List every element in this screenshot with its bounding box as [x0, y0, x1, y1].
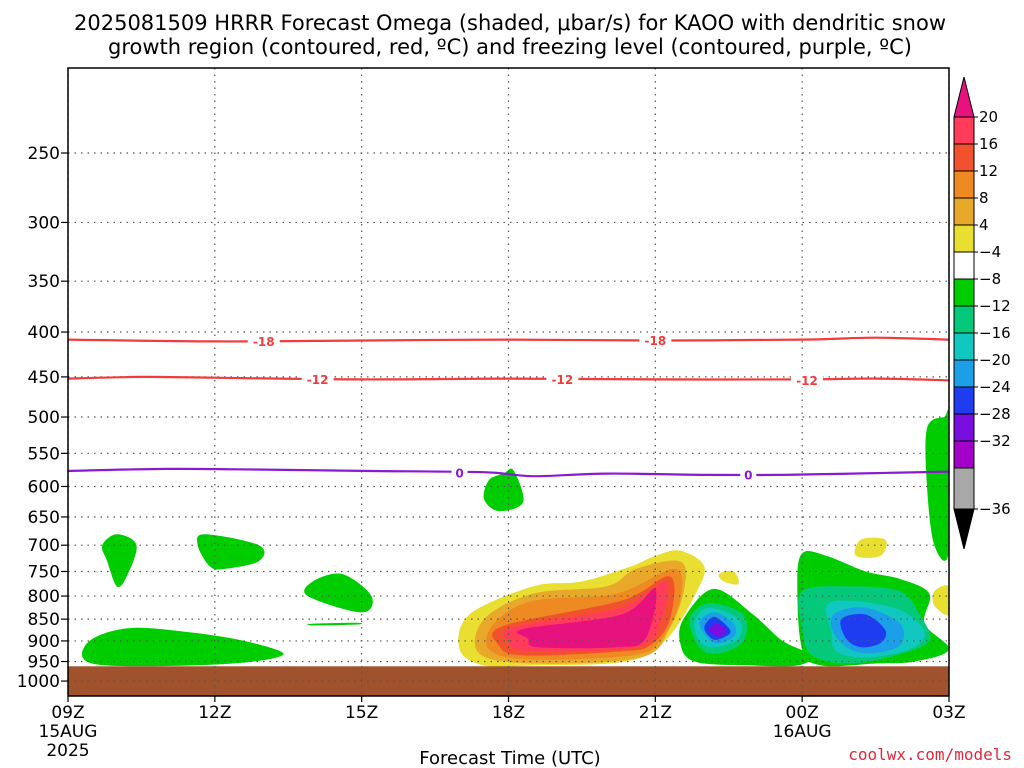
y-tick-label-500: 500 [28, 408, 60, 428]
y-tick-label-800: 800 [28, 587, 60, 607]
colorbar-segment-1 [953, 143, 975, 172]
y-tick-label-400: 400 [28, 323, 60, 343]
colorbar-segment-7 [953, 305, 975, 334]
colorbar-segment-13 [953, 467, 975, 510]
contour-label--12-2: -12 [796, 374, 818, 388]
y-tick-label-950: 950 [28, 653, 60, 673]
colorbar-tick-label-4: 4 [979, 216, 989, 234]
omega-region-6 [925, 409, 949, 561]
omega-region-8 [718, 570, 739, 585]
contour-label--12-0: -12 [307, 373, 329, 387]
contour-label-bg-0-1 [740, 467, 757, 482]
colorbar-tick-label-6: −8 [979, 270, 1001, 288]
y-tick-label-850: 850 [28, 610, 60, 630]
credit-text: coolwx.com/models [848, 745, 1012, 764]
omega-region-7 [854, 537, 887, 558]
contour-label-bg--18-0 [247, 334, 280, 349]
omega-region-3 [307, 622, 363, 626]
chart-title-line1: 2025081509 HRRR Forecast Omega (shaded, … [74, 11, 946, 35]
x-tick-label-21Z: 21Z [639, 703, 672, 723]
colorbar-tick-label-11: −28 [979, 405, 1011, 423]
contour-label-bg--12-2 [791, 373, 824, 388]
omega-region-2 [304, 573, 373, 613]
x-tick-label-00Z: 00Z [786, 703, 819, 723]
colorbar-tick-label-2: 12 [979, 162, 998, 180]
colorbar-segment-2 [953, 170, 975, 199]
x-axis-label: Forecast Time (UTC) [419, 748, 600, 768]
y-tick-label-350: 350 [28, 272, 60, 292]
x-tick-label-12Z: 12Z [198, 703, 231, 723]
colorbar-tick-label-9: −20 [979, 351, 1011, 369]
contour-label--18-0: -18 [253, 335, 275, 349]
contour-line--18-0 [67, 336, 950, 343]
y-tick-label-450: 450 [28, 368, 60, 388]
contour-line--12-1 [67, 375, 950, 382]
colorbar-tick-label-1: 16 [979, 135, 998, 153]
contour-label--18-1: -18 [644, 334, 666, 348]
omega-region-15 [516, 588, 657, 649]
colorbar-tick-label-3: 8 [979, 189, 989, 207]
colorbar-segment-6 [953, 278, 975, 307]
y-tick-label-1000: 1000 [17, 672, 60, 692]
x-tick-label-03Z: 03Z [932, 703, 965, 723]
y-tick-label-650: 650 [28, 508, 60, 528]
colorbar-segment-11 [953, 413, 975, 442]
contour-line-0-2 [67, 467, 950, 478]
colorbar-tick-label-13: −36 [979, 500, 1011, 518]
y-tick-label-550: 550 [28, 444, 60, 464]
colorbar-bottom-arrow [953, 508, 975, 550]
omega-shading [68, 409, 949, 696]
x-tick-label-15Z: 15Z [345, 703, 378, 723]
y-tick-label-600: 600 [28, 477, 60, 497]
omega-region-5 [81, 627, 284, 667]
y-tick-label-300: 300 [28, 213, 60, 233]
contour-label-bg--12-0 [301, 372, 334, 387]
colorbar-segment-8 [953, 332, 975, 361]
contour-label-0-1: 0 [744, 468, 752, 482]
colorbar-tick-label-5: −4 [979, 243, 1001, 261]
ground-surface [68, 666, 949, 696]
colorbar-segment-3 [953, 197, 975, 226]
colorbar-tick-label-8: −16 [979, 324, 1011, 342]
y-tick-label-250: 250 [28, 144, 60, 164]
colorbar-tick-label-12: −32 [979, 432, 1011, 450]
omega-region-4 [483, 468, 524, 512]
colorbar-tick-label-7: −12 [979, 297, 1011, 315]
contour-label-bg--18-1 [639, 333, 672, 348]
y-tick-label-700: 700 [28, 536, 60, 556]
colorbar-tick-label-0: 20 [979, 108, 998, 126]
omega-region-0 [101, 534, 137, 588]
omega-region-1 [196, 534, 265, 570]
contour-label-0-0: 0 [455, 466, 463, 480]
contour-label-bg-0-0 [451, 465, 468, 480]
x-tick-label-18Z: 18Z [492, 703, 525, 723]
x-tick-sublabel-09Z: 15AUG [39, 722, 98, 742]
axes: 2503003504004505005506006507007508008509… [17, 144, 966, 761]
x-tick-sublabel-00Z: 16AUG [773, 722, 832, 742]
contour-label-bg--12-1 [546, 372, 579, 387]
colorbar-segment-12 [953, 440, 975, 469]
x-tick-label-09Z: 09Z [51, 703, 84, 723]
y-tick-label-750: 750 [28, 562, 60, 582]
contour-label--12-1: -12 [551, 373, 573, 387]
colorbar: 20 16 12 8 4 −4 −8 −12 −16 −20 −24 −28 −32 −36 [953, 76, 1011, 550]
colorbar-segment-5 [953, 251, 975, 280]
omega-region-26 [840, 613, 887, 648]
omega-region-9 [932, 585, 949, 616]
temperature-contours: -18 -18 -12 -12 -12 0 0 [67, 333, 950, 482]
colorbar-segment-10 [953, 386, 975, 415]
x-tick-year-09Z: 2025 [46, 741, 89, 761]
colorbar-segment-9 [953, 359, 975, 388]
y-tick-label-900: 900 [28, 632, 60, 652]
plot-area [68, 409, 949, 696]
colorbar-segment-4 [953, 224, 975, 253]
colorbar-top-arrow [953, 76, 975, 118]
omega-region-21 [709, 623, 727, 637]
colorbar-segment-0 [953, 116, 975, 145]
colorbar-tick-label-10: −24 [979, 378, 1011, 396]
chart-title-line2: growth region (contoured, red, ºC) and f… [108, 35, 912, 59]
